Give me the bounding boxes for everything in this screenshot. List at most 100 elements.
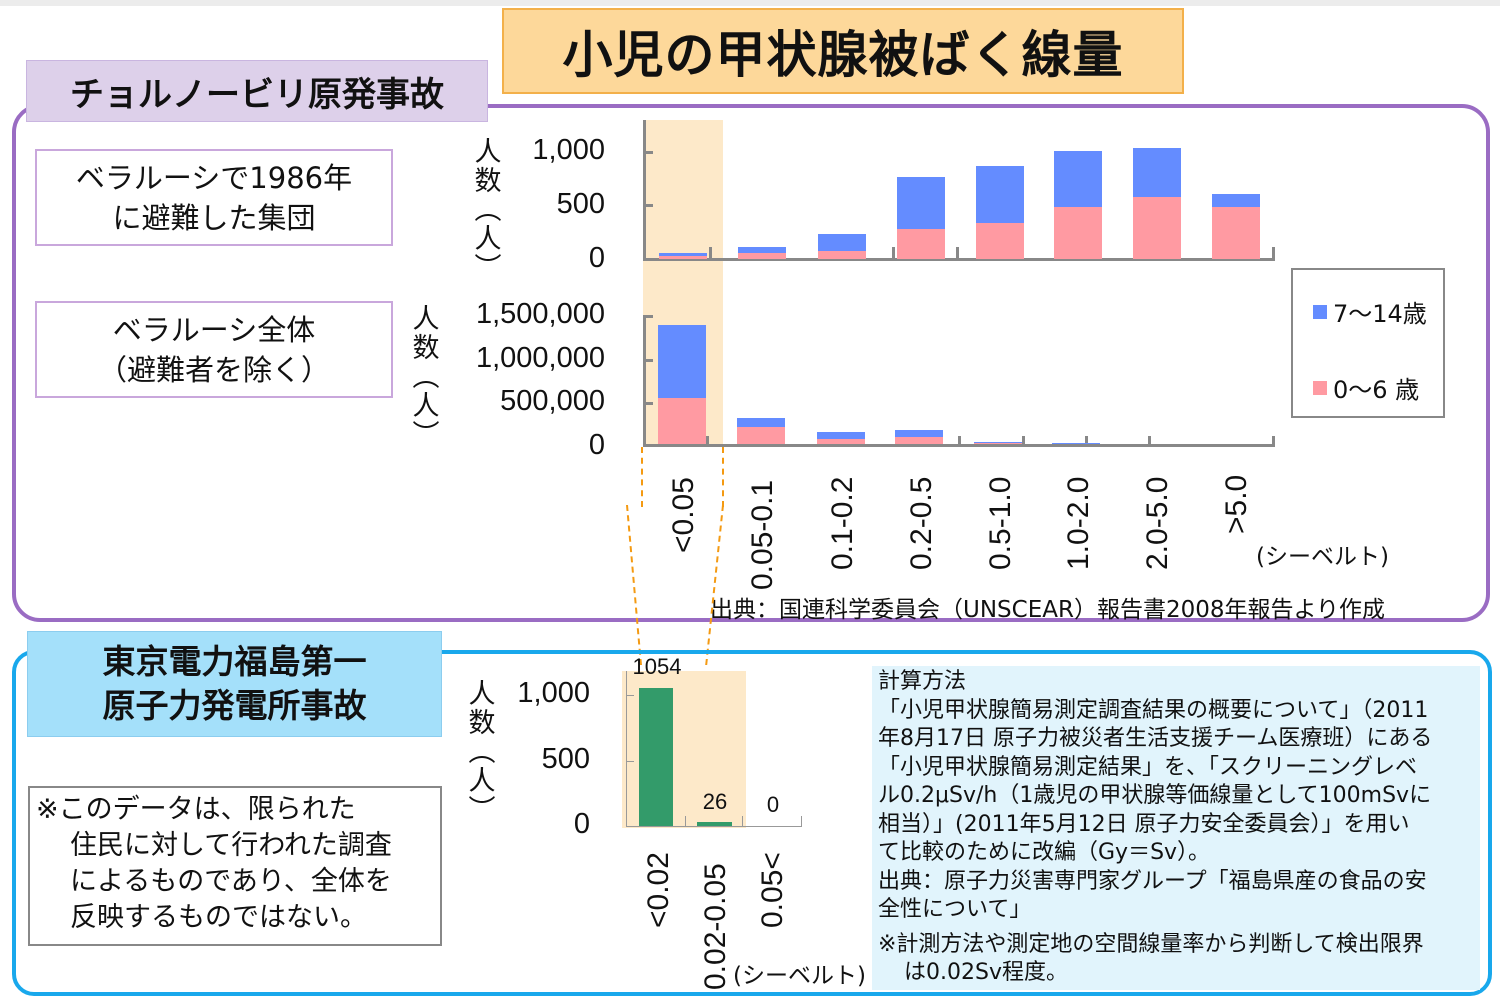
calc-source-line: 全性について」 xyxy=(878,897,1032,922)
x-label: 0.05-0.1 xyxy=(746,479,779,590)
calc-heading: 計算方法 xyxy=(878,669,967,694)
chart2-xtick-mark xyxy=(1022,436,1025,446)
calc-source-line: 出典：原子力災害専門家グループ「福島県産の食品の安 xyxy=(878,868,1427,894)
y-unit-char: 数 xyxy=(468,708,496,739)
note-line: 反映するものではない。 xyxy=(70,902,367,933)
chart3-xtick-mark xyxy=(742,816,743,826)
note-line: 住民に対して行われた調査 xyxy=(70,830,392,861)
chart2-bar-0-6 xyxy=(974,443,1022,444)
chart2-bar-7-14 xyxy=(817,432,865,439)
y-unit-char: ︵ xyxy=(474,195,502,226)
y-unit-char: 人 xyxy=(474,137,502,168)
chart3-bar xyxy=(639,688,673,826)
legend-swatch-blue-icon xyxy=(1313,304,1327,319)
chart3-ytick-1000: 1,000 xyxy=(517,677,590,709)
calc-footnote-line: ※計測方法や測定地の空間線量率から判断して検出限界 xyxy=(878,931,1424,957)
chart2-bar-7-14 xyxy=(1052,443,1100,444)
group-belarus-line1: ベラルーシ全体 xyxy=(112,312,316,347)
chart3-data-label: 26 xyxy=(702,789,728,814)
page-title: 小児の甲状腺被ばく線量 xyxy=(502,8,1184,94)
x-label: 1.0-2.0 xyxy=(1062,476,1095,570)
group-belarus-line2: （避難者を除く） xyxy=(97,352,330,387)
chart1-bar-7-14 xyxy=(1054,151,1102,207)
fukushima-x-unit: (シーベルト) xyxy=(733,963,866,989)
y-unit-char: ︶ xyxy=(412,420,440,451)
chart3-ytick-mark xyxy=(626,761,634,762)
calc-line: 年8月17日 原子力被災者生活支援チーム医療班）にある xyxy=(878,726,1433,751)
fukushima-label-line2: 原子力発電所事故 xyxy=(102,686,367,725)
chernobyl-section-label: チョルノービリ原発事故 xyxy=(26,60,488,122)
chart2-xtick-mark xyxy=(958,436,961,446)
chart2-bar-7-14 xyxy=(974,442,1022,443)
chart1-bar-0-6 xyxy=(1212,207,1260,259)
chart1-xtick-mark xyxy=(892,247,895,259)
y-unit-char: 数 xyxy=(412,333,440,364)
connector-line xyxy=(641,447,643,507)
y-unit-char: ︵ xyxy=(468,737,496,768)
chart1-ytick-1000: 1,000 xyxy=(532,134,605,166)
chart2-bar-0-6 xyxy=(737,427,785,444)
chernobyl-x-unit: (シーベルト) xyxy=(1256,544,1389,570)
chart3-ytick-mark xyxy=(626,695,634,696)
chart2-ytick-1000000: 1,000,000 xyxy=(475,342,605,374)
chart3-ytick-0: 0 xyxy=(573,808,590,840)
chart2-bar-0-6 xyxy=(817,439,865,444)
legend-swatch-pink-icon xyxy=(1313,380,1327,395)
disclaimer-note: ※このデータは、限られた 住民に対して行われた調査 によるものであり、全体を 反… xyxy=(28,786,442,946)
x-label: 0.5-1.0 xyxy=(984,476,1017,570)
y-unit-char: 人 xyxy=(468,766,496,797)
chart2-bar-7-14 xyxy=(895,430,943,437)
y-unit-char: 人 xyxy=(474,224,502,255)
legend: 7～14歳 0～6 歳 xyxy=(1291,268,1445,418)
chart2-bar-0-6 xyxy=(658,398,706,444)
chernobyl-source: 出典：国連科学委員会（UNSCEAR）報告書2008年報告より作成 xyxy=(710,597,1386,623)
chart3-ytick-500: 500 xyxy=(541,743,590,775)
chart1-ytick-mark xyxy=(643,204,653,207)
chart3-data-label: 1054 xyxy=(632,654,682,679)
chart3-y-axis xyxy=(626,671,627,827)
chart1-bar-7-14 xyxy=(818,234,866,251)
chart1-bar-7-14 xyxy=(738,247,786,253)
calc-line: 「小児甲状腺簡易測定結果」を、「スクリーニングレベ xyxy=(878,754,1418,780)
group-evacuated-line2: に避難した集団 xyxy=(112,200,316,235)
chart3-x-axis xyxy=(626,826,802,827)
fukushima-section-label: 東京電力福島第一 原子力発電所事故 xyxy=(27,631,442,737)
chart3-xtick-mark xyxy=(685,816,686,826)
y-unit-char: ︶ xyxy=(468,795,496,826)
chart1-ytick-mark xyxy=(643,151,653,154)
chart1-bar-7-14 xyxy=(1212,194,1260,207)
chart1-bar-0-6 xyxy=(1133,197,1181,259)
chart1-xtick-mark xyxy=(956,247,959,259)
chart1-ytick-500: 500 xyxy=(556,188,605,220)
chart1-bar-0-6 xyxy=(818,251,866,259)
y-unit-char: 人 xyxy=(412,391,440,422)
chart1-x-axis xyxy=(643,258,1275,261)
chart2-bar-0-6 xyxy=(895,437,943,444)
chart1-bar-0-6 xyxy=(1054,207,1102,259)
chart2-ytick-500000: 500,000 xyxy=(500,385,605,417)
group-belarus-box: ベラルーシ全体 （避難者を除く） xyxy=(35,301,393,398)
chart3-y-unit: 人 数 ︵ 人 ︶ xyxy=(466,680,498,825)
chart3-xtick-mark xyxy=(801,816,802,826)
calc-line: 「小児甲状腺簡易測定調査結果の概要について」（2011 xyxy=(878,697,1429,723)
x-label: <0.02 xyxy=(642,852,675,928)
y-unit-char: ︵ xyxy=(412,362,440,393)
chart1-bar-7-14 xyxy=(659,253,707,256)
x-label: 0.05< xyxy=(756,852,789,928)
chart2-y-axis xyxy=(643,315,646,447)
chart2-bar-7-14 xyxy=(737,418,785,427)
legend-item-7-14: 7～14歳 xyxy=(1313,294,1427,329)
chart1-bar-7-14 xyxy=(976,166,1024,223)
chart2-y-unit: 人 数 ︵ 人 ︶ xyxy=(410,305,442,450)
chart1-bar-7-14 xyxy=(1133,148,1181,197)
chart1-ytick-0: 0 xyxy=(588,242,605,274)
x-label: >5.0 xyxy=(1220,474,1253,534)
chart3-bar xyxy=(697,822,732,826)
chart3-data-label: 0 xyxy=(766,792,780,817)
y-unit-char: 数 xyxy=(474,166,502,197)
calc-line: ル0.2μSv/h（1歳児の甲状腺等価線量として100mSvに xyxy=(878,783,1432,808)
legend-item-0-6: 0～6 歳 xyxy=(1313,370,1419,405)
fukushima-section-frame xyxy=(12,650,1492,996)
chart1-bar-0-6 xyxy=(738,253,786,259)
chart1-y-axis xyxy=(643,120,646,261)
